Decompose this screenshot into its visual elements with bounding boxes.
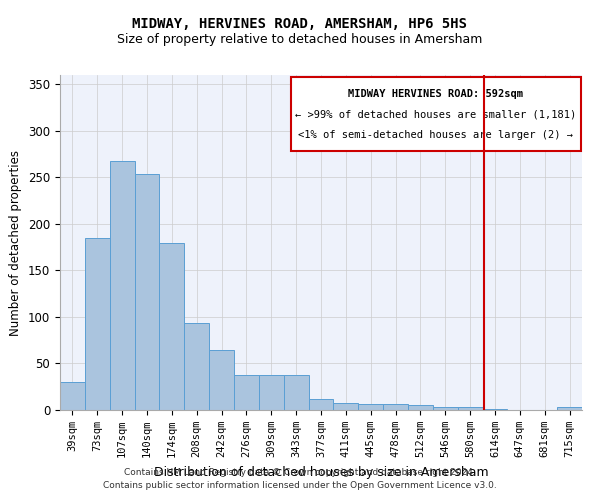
- Text: <1% of semi-detached houses are larger (2) →: <1% of semi-detached houses are larger (…: [298, 130, 574, 140]
- Text: ← >99% of detached houses are smaller (1,181): ← >99% of detached houses are smaller (1…: [295, 109, 577, 119]
- Bar: [334, 402, 358, 410]
- FancyBboxPatch shape: [291, 77, 581, 152]
- Bar: [110, 160, 134, 410]
- Text: MIDWAY HERVINES ROAD: 592sqm: MIDWAY HERVINES ROAD: 592sqm: [349, 88, 523, 99]
- Bar: [209, 350, 234, 410]
- X-axis label: Distribution of detached houses by size in Amersham: Distribution of detached houses by size …: [154, 466, 488, 478]
- Bar: [184, 324, 209, 410]
- Bar: [482, 409, 508, 410]
- Bar: [160, 244, 184, 410]
- Bar: [134, 174, 160, 410]
- Bar: [308, 399, 334, 410]
- Bar: [358, 404, 383, 410]
- Text: Size of property relative to detached houses in Amersham: Size of property relative to detached ho…: [118, 32, 482, 46]
- Y-axis label: Number of detached properties: Number of detached properties: [10, 150, 22, 336]
- Bar: [85, 238, 110, 410]
- Bar: [458, 407, 482, 410]
- Bar: [557, 407, 582, 410]
- Bar: [383, 404, 408, 410]
- Text: Contains HM Land Registry data © Crown copyright and database right 2024.: Contains HM Land Registry data © Crown c…: [124, 468, 476, 477]
- Bar: [433, 407, 458, 410]
- Bar: [408, 406, 433, 410]
- Text: MIDWAY, HERVINES ROAD, AMERSHAM, HP6 5HS: MIDWAY, HERVINES ROAD, AMERSHAM, HP6 5HS: [133, 18, 467, 32]
- Bar: [234, 374, 259, 410]
- Text: Contains public sector information licensed under the Open Government Licence v3: Contains public sector information licen…: [103, 480, 497, 490]
- Bar: [259, 374, 284, 410]
- Bar: [60, 382, 85, 410]
- Bar: [284, 374, 308, 410]
